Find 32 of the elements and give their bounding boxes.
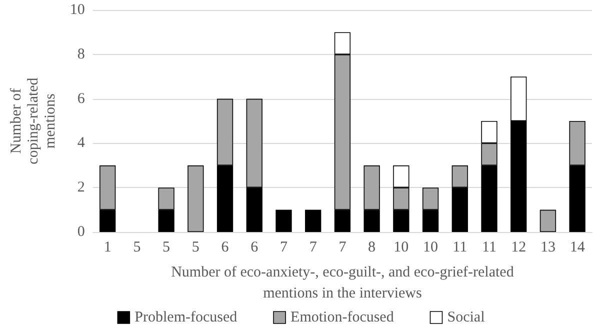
x-tick-label: 11 [482, 240, 496, 256]
x-tick-label: 12 [511, 240, 526, 256]
y-tick-label: 10 [70, 2, 85, 18]
x-tick-label: 5 [162, 240, 170, 256]
x-tick-label: 10 [423, 240, 438, 256]
y-tick-label: 8 [77, 46, 85, 62]
x-tick-label: 10 [394, 240, 409, 256]
x-axis-title: Number of eco-anxiety-, eco-guilt-, and eco-grief-related mentions in the interviews [171, 264, 514, 302]
legend-label: Problem-focused [134, 310, 238, 326]
bar [540, 210, 556, 232]
y-axis-title: Number of coping-related mentions [8, 77, 58, 164]
bar [276, 210, 292, 232]
x-tick-label: 7 [280, 240, 288, 256]
x-tick-label: 5 [133, 240, 141, 256]
x-tick-label: 14 [570, 240, 586, 256]
y-tick-label: 2 [77, 180, 85, 196]
bar [188, 165, 204, 232]
legend-label: Social [447, 310, 485, 326]
x-tick-label: 6 [250, 240, 259, 256]
legend-label: Emotion-focused [290, 310, 394, 326]
bar [305, 210, 322, 232]
x-tick-label: 7 [309, 240, 318, 256]
x-tick-label: 7 [338, 240, 347, 256]
y-tick-label: 6 [77, 90, 86, 107]
x-tick-label: 1 [104, 240, 112, 256]
x-tick-label: 13 [540, 240, 556, 256]
y-tick-label: 0 [77, 224, 85, 240]
x-tick-label: 5 [192, 240, 200, 256]
x-tick-label: 8 [368, 240, 376, 256]
y-tick-label: 4 [77, 135, 86, 152]
x-tick-label: 6 [221, 240, 230, 256]
x-tick-label: 11 [452, 240, 468, 256]
